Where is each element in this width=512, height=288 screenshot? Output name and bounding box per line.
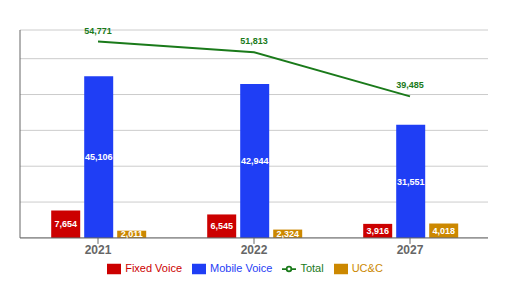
svg-text:2027: 2027 — [397, 243, 424, 257]
svg-text:2021: 2021 — [85, 243, 112, 257]
svg-text:4,018: 4,018 — [432, 226, 455, 236]
svg-text:2,324: 2,324 — [276, 229, 299, 239]
html-text:UC&C: UC&C — [351, 261, 383, 274]
svg-text:3,916: 3,916 — [366, 226, 389, 236]
html-text:Total: Total — [300, 261, 324, 274]
svg-text:45,106: 45,106 — [85, 152, 113, 162]
html-text:Fixed Voice: Fixed Voice — [125, 261, 182, 274]
html-text:Mobile Voice: Mobile Voice — [210, 261, 273, 274]
svg-text:42,944: 42,944 — [241, 156, 269, 166]
svg-text:2022: 2022 — [241, 243, 268, 257]
svg-text:6,545: 6,545 — [210, 221, 233, 231]
svg-text:51,813: 51,813 — [240, 36, 268, 46]
svg-text:2,011: 2,011 — [121, 229, 143, 239]
svg-text:7,654: 7,654 — [54, 219, 77, 229]
svg-text:39,485: 39,485 — [396, 80, 424, 90]
svg-text:54,771: 54,771 — [84, 26, 112, 36]
svg-text:31,551: 31,551 — [397, 177, 425, 187]
